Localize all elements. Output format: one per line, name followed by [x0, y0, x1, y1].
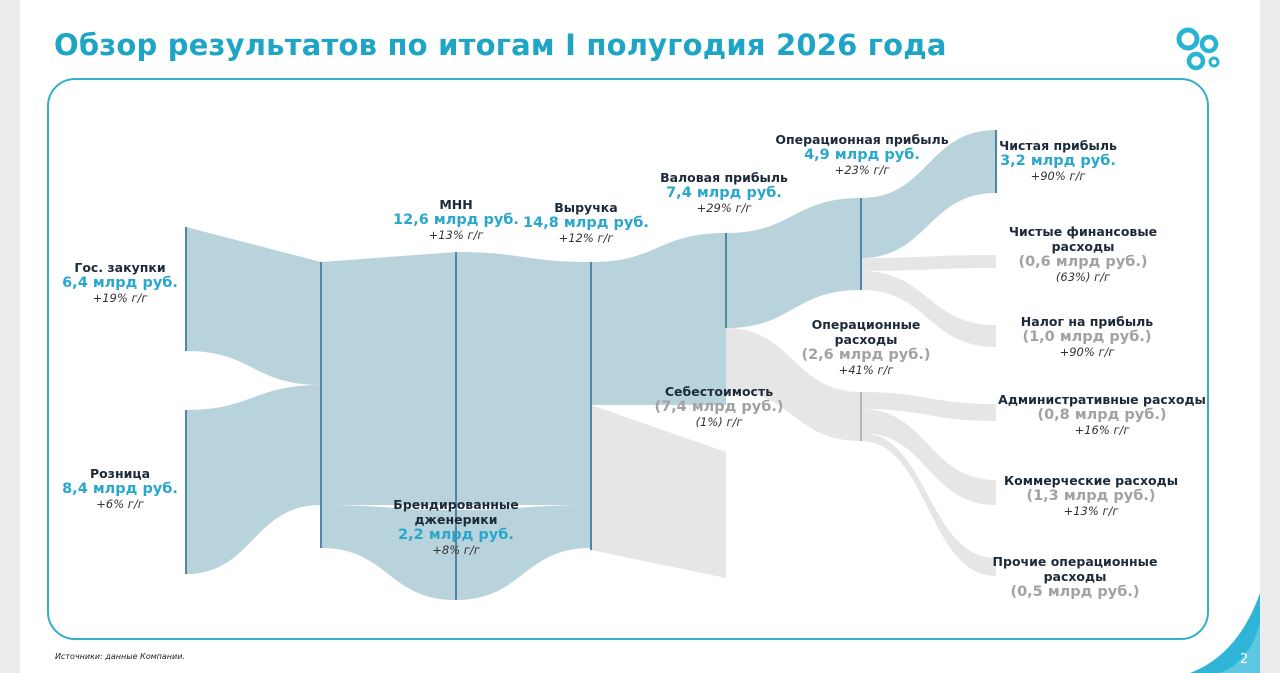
node-growth: +19% г/г	[92, 291, 148, 306]
node-label-gos: Гос. закупки 6,4 млрд руб. +19% г/г	[62, 260, 178, 306]
node-name: МНН	[439, 197, 473, 212]
node-value: (7,4 млрд руб.)	[654, 399, 784, 415]
flow-opex-oth	[861, 433, 996, 576]
node-name-line1: Прочие операционные	[992, 554, 1158, 569]
node-label-rev: Выручка 14,8 млрд руб. +12% г/г	[523, 200, 649, 246]
node-value: 2,2 млрд руб.	[398, 527, 514, 543]
flows	[186, 130, 996, 600]
node-value: (1,3 млрд руб.)	[1026, 488, 1156, 504]
content-frame	[47, 78, 1209, 640]
flow-opex-adm	[861, 392, 996, 421]
node-growth: (1%) г/г	[695, 415, 743, 430]
node-value: (0,8 млрд руб.)	[1037, 407, 1167, 423]
node-value: 3,2 млрд руб.	[1000, 153, 1116, 169]
node-label-opex: Операционные расходы (2,6 млрд руб.) +41…	[801, 317, 930, 378]
node-value: 7,4 млрд руб.	[666, 185, 782, 201]
node-label-tax: Налог на прибыль (1,0 млрд руб.) +90% г/…	[1021, 314, 1153, 360]
source-note: Источники: данные Компании.	[55, 652, 185, 661]
node-name: Административные расходы	[998, 392, 1206, 407]
node-label-roz: Розница 8,4 млрд руб. +6% г/г	[62, 466, 178, 512]
node-label-oth: Прочие операционные расходы (0,5 млрд ру…	[993, 554, 1158, 601]
node-growth: +8% г/г	[432, 543, 480, 558]
node-growth: +16% г/г	[1074, 423, 1130, 438]
node-growth: +13% г/г	[1063, 504, 1119, 519]
node-name: Розница	[89, 466, 151, 481]
node-growth: +6% г/г	[96, 497, 144, 512]
node-name: Валовая прибыль	[660, 170, 788, 185]
node-name-line2: расходы	[834, 332, 898, 347]
flow-brand-rev	[456, 505, 591, 600]
node-label-net: Чистая прибыль 3,2 млрд руб. +90% г/г	[999, 138, 1117, 184]
node-value: 12,6 млрд руб.	[393, 212, 519, 228]
node-value: (0,6 млрд руб.)	[1018, 254, 1148, 270]
node-bars	[185, 130, 997, 600]
corner-decoration	[1190, 593, 1260, 673]
flow-gross-opex	[726, 328, 861, 441]
flow-gross-op	[726, 198, 861, 328]
node-growth: +23% г/г	[834, 163, 890, 178]
flow-op-tax	[861, 271, 996, 347]
company-logo-icon	[1176, 27, 1220, 71]
node-growth: +90% г/г	[1030, 169, 1086, 184]
node-name: Чистая прибыль	[999, 138, 1117, 153]
node-label-cogs: Себестоимость (7,4 млрд руб.) (1%) г/г	[654, 384, 783, 430]
flow-roz-mnn	[186, 385, 321, 574]
node-value: 6,4 млрд руб.	[62, 275, 178, 291]
node-label-brand: Брендированные дженерики 2,2 млрд руб. +…	[393, 497, 518, 558]
node-name: Коммерческие расходы	[1003, 473, 1179, 488]
node-growth: +13% г/г	[428, 228, 484, 243]
flow-roz-brand	[321, 505, 456, 600]
node-label-gross: Валовая прибыль 7,4 млрд руб. +29% г/г	[660, 170, 788, 216]
node-name: Операционная прибыль	[775, 132, 949, 147]
flow-gos-mnn	[186, 227, 321, 385]
flow-rev-gross	[591, 233, 726, 405]
node-growth: (63%) г/г	[1055, 270, 1111, 285]
node-label-com: Коммерческие расходы (1,3 млрд руб.) +13…	[1004, 473, 1178, 519]
node-label-fin: Чистые финансовые расходы (0,6 млрд руб.…	[1009, 224, 1157, 285]
node-label-mnn: МНН 12,6 млрд руб. +13% г/г	[393, 197, 519, 243]
node-name-line1: Чистые финансовые	[1008, 224, 1158, 239]
node-growth: +12% г/г	[558, 231, 614, 246]
node-name-line2: дженерики	[414, 512, 498, 527]
flow-mnn	[321, 252, 456, 505]
node-name-line2: расходы	[1051, 239, 1115, 254]
node-value: 4,9 млрд руб.	[804, 147, 920, 163]
node-value: 14,8 млрд руб.	[523, 215, 649, 231]
node-name: Себестоимость	[664, 384, 774, 399]
page-title: Обзор результатов по итогам I полугодия …	[54, 28, 947, 62]
flow-mnn-rev	[456, 252, 591, 505]
node-name-line2: расходы	[1043, 569, 1107, 584]
node-name-line1: Операционные	[811, 317, 921, 332]
node-name: Выручка	[554, 200, 618, 215]
node-label-adm: Административные расходы (0,8 млрд руб.)…	[998, 392, 1206, 438]
node-value: (2,6 млрд руб.)	[801, 347, 931, 363]
node-growth: +41% г/г	[838, 363, 894, 378]
node-name-line1: Брендированные	[393, 497, 519, 512]
flow-op-net	[861, 130, 996, 258]
node-name: Гос. закупки	[74, 260, 166, 275]
node-growth: +90% г/г	[1059, 345, 1115, 360]
flow-rev-cogs	[591, 405, 726, 578]
node-growth: +29% г/г	[696, 201, 752, 216]
page-number: 2	[1240, 652, 1249, 667]
node-value: (0,5 млрд руб.)	[1010, 584, 1140, 600]
node-value: (1,0 млрд руб.)	[1022, 329, 1152, 345]
flow-opex-com	[861, 409, 996, 505]
node-label-op: Операционная прибыль 4,9 млрд руб. +23% …	[775, 132, 948, 178]
flow-op-fin	[861, 255, 996, 271]
node-name: Налог на прибыль	[1020, 314, 1154, 329]
node-value: 8,4 млрд руб.	[62, 481, 178, 497]
